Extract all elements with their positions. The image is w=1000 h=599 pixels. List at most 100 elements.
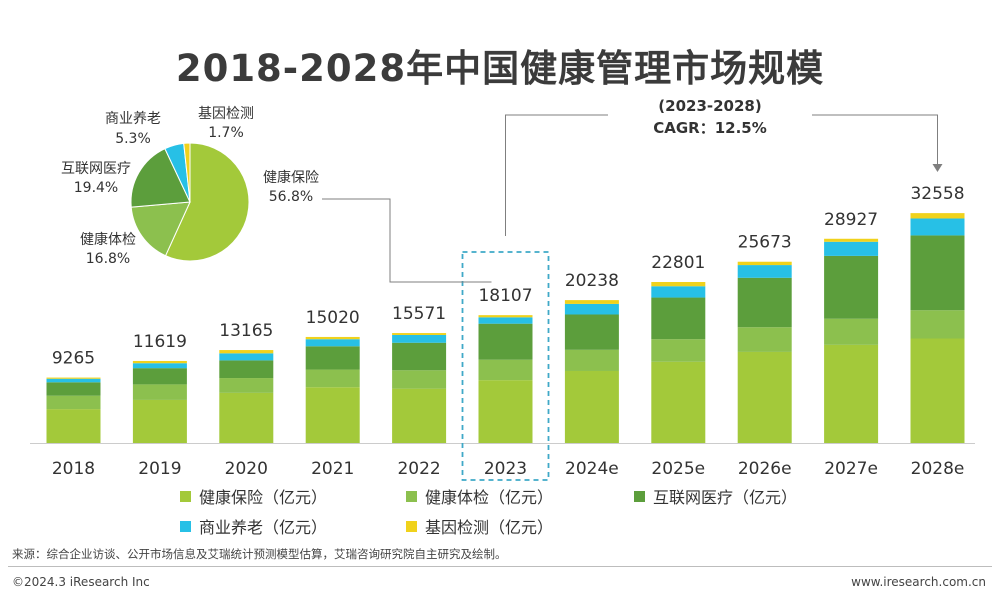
pie-percent-checkup: 16.8% [86,251,130,267]
chart-title: 2018-2028年中国健康管理市场规模 [175,47,825,90]
pie-label-checkup: 健康体检 [80,231,136,248]
pie-slice-insurance [164,142,250,262]
copyright-text: ©2024.3 iResearch Inc [12,575,150,589]
bar-gene-testing-2022 [392,333,447,335]
tick-label-2022: 2022 [397,459,440,479]
bar-elderly-care-2025e [651,286,706,298]
bar-internet-medical-2023 [478,323,533,360]
bar-internet-medical-2020 [219,360,274,379]
bar-insurance-2018 [46,409,101,443]
bar-internet-medical-2028e [910,235,965,311]
bar-checkup-2020 [219,378,274,393]
bar-gene-testing-2020 [219,350,274,354]
cagr-arrowhead [932,164,943,172]
total-label-2024e: 20238 [565,271,619,291]
total-label-2019: 11619 [133,332,187,352]
bar-elderly-care-2021 [305,339,360,347]
legend-swatch-checkup [406,490,417,502]
bar-insurance-2023 [478,380,533,443]
bar-checkup-2023 [478,359,533,381]
legend-label-gene-testing: 基因检测（亿元） [425,518,554,537]
bar-insurance-2019 [132,399,187,443]
bar-elderly-care-2028e [910,218,965,236]
bar-insurance-2021 [305,387,360,443]
bar-internet-medical-2026e [737,277,792,328]
bar-internet-medical-2019 [132,368,187,385]
bar-checkup-2026e [737,327,792,352]
bar-gene-testing-2027e [824,238,879,242]
tick-label-2024e: 2024e [565,459,619,479]
tick-label-2028e: 2028e [911,459,965,479]
total-label-2020: 13165 [219,321,273,341]
total-label-2026e: 25673 [738,233,792,253]
legend-label-elderly-care: 商业养老（亿元） [199,518,328,537]
tick-label-2026e: 2026e [738,459,792,479]
tick-label-2020: 2020 [225,459,268,479]
bar-insurance-2022 [392,388,447,443]
bar-insurance-2024e [564,370,619,443]
bar-internet-medical-2025e [651,297,706,340]
bar-gene-testing-2028e [910,213,965,219]
pie-slice-internet-medical [130,147,191,208]
bar-gene-testing-2018 [46,377,101,379]
legend-label-insurance: 健康保险（亿元） [199,488,328,507]
bar-elderly-care-2019 [132,363,187,369]
bar-elderly-care-2020 [219,353,274,361]
tick-label-2021: 2021 [311,459,354,479]
total-label-2018: 9265 [52,349,95,369]
pie-percent-gene-testing: 1.7% [208,125,244,141]
total-label-2028e: 32558 [910,184,964,204]
bar-internet-medical-2024e [564,314,619,350]
bar-checkup-2019 [132,384,187,400]
bar-internet-medical-2018 [46,382,101,396]
pie-label-elderly-care: 商业养老 [105,111,161,127]
highlight-box-2023 [461,251,550,481]
bar-insurance-2026e [737,351,792,443]
total-label-2025e: 22801 [651,253,705,273]
cagr-connector-right [812,114,938,164]
pie-label-gene-testing: 基因检测 [198,105,254,122]
legend-item-internet-medical: 互联网医疗（亿元） [634,484,797,508]
bar-checkup-2027e [824,318,879,345]
legend-swatch-elderly-care [180,520,191,532]
total-label-2027e: 28927 [824,210,878,230]
website-link[interactable]: www.iresearch.com.cn [851,575,986,589]
bar-gene-testing-2021 [305,336,360,340]
bar-checkup-2022 [392,370,447,389]
bar-elderly-care-2022 [392,334,447,343]
legend-item-elderly-care: 商业养老（亿元） [180,514,406,538]
bar-checkup-2025e [651,339,706,362]
bar-checkup-2018 [46,395,101,410]
tick-label-2025e: 2025e [651,459,705,479]
cagr-value-label: CAGR：12.5% [653,119,767,137]
legend-swatch-insurance [180,490,191,502]
legend-item-gene-testing: 基因检测（亿元） [406,514,553,538]
bar-internet-medical-2027e [824,255,879,319]
cagr-range-label: (2023-2028) [658,97,761,115]
bar-insurance-2028e [910,338,965,443]
total-label-2023: 18107 [478,286,532,306]
cagr-connector-left [505,114,608,236]
bar-elderly-care-2026e [737,265,792,278]
tick-label-2019: 2019 [138,459,181,479]
tick-label-2023: 2023 [484,459,527,479]
legend-row-2: 商业养老（亿元） 基因检测（亿元） [180,514,553,538]
bar-elderly-care-2024e [564,303,619,315]
legend-swatch-gene-testing [406,520,417,532]
bar-elderly-care-2018 [46,378,101,383]
bar-insurance-2020 [219,392,274,443]
pie-connector-line [322,198,492,283]
bar-gene-testing-2025e [651,282,706,287]
tick-label-2018: 2018 [52,459,95,479]
legend-label-internet-medical: 互联网医疗（亿元） [653,488,798,507]
source-note: 来源：综合企业访谈、公开市场信息及艾瑞统计预测模型估算，艾瑞咨询研究院自主研究及… [12,547,507,561]
tick-label-2027e: 2027e [824,459,878,479]
bar-gene-testing-2024e [564,300,619,304]
legend-item-insurance: 健康保险（亿元） [180,484,406,508]
total-label-2022: 15571 [392,304,446,324]
footer-divider [8,566,992,567]
legend-row-1: 健康保险（亿元） 健康体检（亿元） 互联网医疗（亿元） [180,484,797,508]
bar-checkup-2021 [305,369,360,388]
bar-elderly-care-2023 [478,317,533,324]
bar-internet-medical-2021 [305,346,360,370]
